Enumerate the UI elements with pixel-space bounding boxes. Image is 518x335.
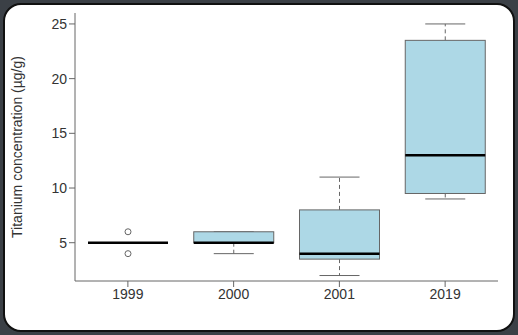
svg-text:2000: 2000 <box>218 286 249 302</box>
svg-text:5: 5 <box>59 235 67 251</box>
svg-text:10: 10 <box>51 180 67 196</box>
svg-text:20: 20 <box>51 71 67 87</box>
svg-text:1999: 1999 <box>112 286 143 302</box>
svg-text:2019: 2019 <box>430 286 461 302</box>
svg-text:Titanium concentration (µg/g): Titanium concentration (µg/g) <box>9 56 25 238</box>
svg-text:2001: 2001 <box>324 286 355 302</box>
svg-text:25: 25 <box>51 16 67 32</box>
svg-text:15: 15 <box>51 125 67 141</box>
